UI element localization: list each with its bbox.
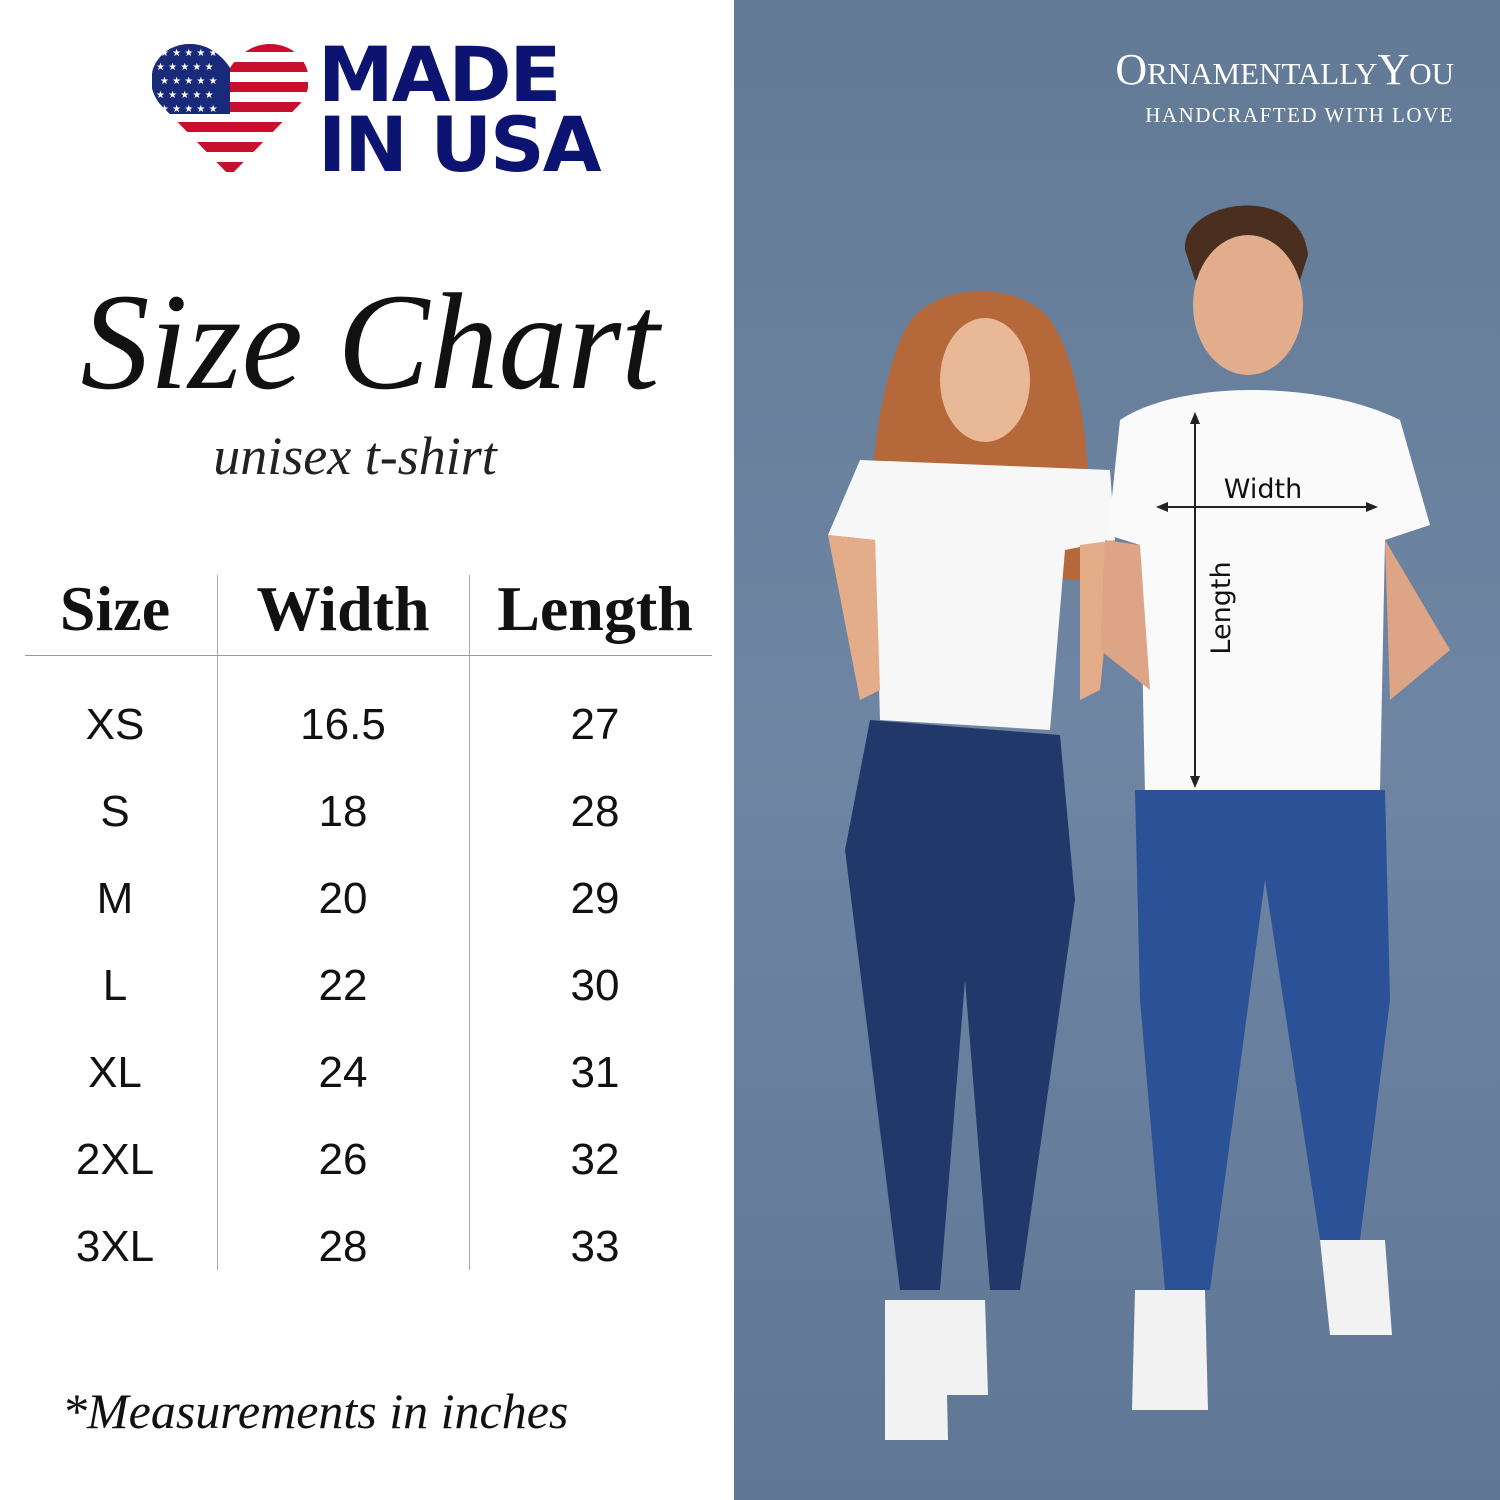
brand-logo: OrnamentallyYou bbox=[1115, 45, 1454, 94]
column-divider bbox=[469, 575, 470, 1270]
cell-size: 3XL bbox=[75, 1222, 155, 1271]
page-title: Size Chart bbox=[80, 265, 660, 418]
page-subtitle: unisex t-shirt bbox=[213, 426, 497, 486]
cell-length: 28 bbox=[570, 787, 620, 836]
man-shirt bbox=[1108, 390, 1430, 795]
cell-width: 26 bbox=[318, 1135, 368, 1184]
cell-width: 28 bbox=[318, 1222, 368, 1271]
cell-size: S bbox=[100, 787, 130, 836]
cell-width: 18 bbox=[318, 787, 368, 836]
svg-text:★ ★ ★ ★ ★: ★ ★ ★ ★ ★ bbox=[160, 76, 218, 87]
cell-length: 29 bbox=[570, 874, 620, 923]
cell-size: 2XL bbox=[75, 1135, 155, 1184]
cell-size: L bbox=[102, 961, 128, 1010]
svg-text:★ ★ ★ ★ ★: ★ ★ ★ ★ ★ bbox=[156, 62, 214, 73]
header-length: Length bbox=[497, 573, 693, 644]
woman-shoes bbox=[885, 1300, 988, 1440]
header-width: Width bbox=[256, 573, 430, 644]
badge-line-2: IN USA bbox=[318, 100, 602, 189]
cell-width: 24 bbox=[318, 1048, 368, 1097]
made-in-usa-badge: MADE IN USA bbox=[318, 30, 602, 189]
size-chart-panel: ★ ★ ★ ★ ★ ★ ★ ★ ★ ★ ★ ★ ★ ★ ★ ★ ★ ★ ★ ★ ★ ★ … bbox=[0, 0, 734, 1500]
models-illustration: Width Length bbox=[828, 205, 1450, 1440]
brand-tagline: HANDCRAFTED WITH LOVE bbox=[1145, 103, 1454, 127]
svg-text:★ ★ ★ ★ ★: ★ ★ ★ ★ ★ bbox=[156, 90, 214, 101]
man-face bbox=[1193, 235, 1303, 375]
svg-text:★ ★ ★ ★ ★: ★ ★ ★ ★ ★ bbox=[160, 104, 218, 115]
width-label: Width bbox=[1224, 474, 1302, 505]
man-shoes bbox=[1132, 1240, 1392, 1410]
badge-line-1: MADE bbox=[318, 30, 561, 119]
cell-length: 30 bbox=[570, 961, 620, 1010]
column-divider bbox=[217, 575, 218, 1270]
cell-size: M bbox=[96, 874, 134, 923]
cell-length: 32 bbox=[570, 1135, 620, 1184]
cell-width: 22 bbox=[318, 961, 368, 1010]
cell-size: XS bbox=[85, 700, 145, 749]
cell-size: XL bbox=[88, 1048, 142, 1097]
us-flag-heart-icon: ★ ★ ★ ★ ★ ★ ★ ★ ★ ★ ★ ★ ★ ★ ★ ★ ★ ★ ★ ★ ★ ★ … bbox=[152, 44, 308, 176]
svg-text:★ ★ ★ ★ ★: ★ ★ ★ ★ ★ bbox=[160, 48, 218, 59]
header-size: Size bbox=[59, 573, 171, 644]
man-jeans bbox=[1135, 790, 1390, 1290]
footnote: *Measurements in inches bbox=[62, 1383, 569, 1439]
header-divider bbox=[25, 655, 712, 656]
woman-jeans bbox=[845, 720, 1075, 1290]
cell-width: 20 bbox=[318, 874, 368, 923]
woman-face bbox=[940, 318, 1030, 442]
cell-length: 27 bbox=[570, 700, 620, 749]
model-photo: OrnamentallyYou HANDCRAFTED WITH LOVE Wi… bbox=[734, 0, 1500, 1500]
cell-length: 33 bbox=[570, 1222, 620, 1271]
woman-shirt bbox=[828, 460, 1115, 730]
cell-width: 16.5 bbox=[300, 700, 386, 749]
cell-length: 31 bbox=[570, 1048, 620, 1097]
length-label: Length bbox=[1206, 561, 1237, 654]
